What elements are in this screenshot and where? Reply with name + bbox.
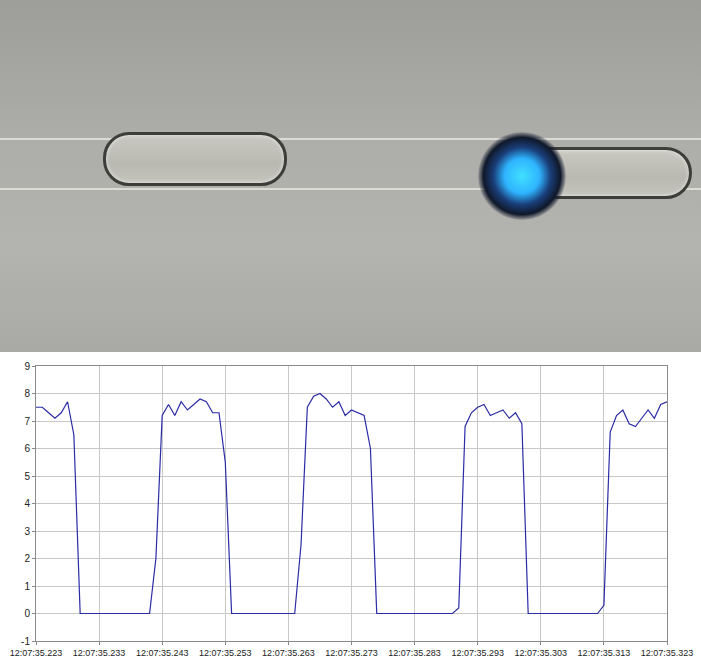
svg-text:12:07:35.233: 12:07:35.233 xyxy=(73,648,126,658)
svg-text:-1: -1 xyxy=(21,636,30,647)
svg-text:12:07:35.253: 12:07:35.253 xyxy=(199,648,252,658)
svg-text:9: 9 xyxy=(24,361,30,372)
svg-text:1: 1 xyxy=(24,581,30,592)
svg-text:2: 2 xyxy=(24,553,30,564)
svg-text:12:07:35.323: 12:07:35.323 xyxy=(641,648,694,658)
svg-text:6: 6 xyxy=(24,443,30,454)
svg-text:7: 7 xyxy=(24,416,30,427)
svg-text:12:07:35.263: 12:07:35.263 xyxy=(262,648,315,658)
svg-text:12:07:35.303: 12:07:35.303 xyxy=(515,648,568,658)
svg-text:12:07:35.243: 12:07:35.243 xyxy=(136,648,189,658)
svg-text:12:07:35.293: 12:07:35.293 xyxy=(451,648,504,658)
svg-text:8: 8 xyxy=(24,388,30,399)
svg-text:12:07:35.313: 12:07:35.313 xyxy=(578,648,631,658)
svg-text:4: 4 xyxy=(24,498,30,509)
svg-text:12:07:35.273: 12:07:35.273 xyxy=(325,648,378,658)
svg-text:12:07:35.223: 12:07:35.223 xyxy=(10,648,63,658)
svg-text:12:07:35.283: 12:07:35.283 xyxy=(388,648,441,658)
svg-text:5: 5 xyxy=(24,471,30,482)
svg-text:3: 3 xyxy=(24,526,30,537)
svg-text:0: 0 xyxy=(24,608,30,619)
